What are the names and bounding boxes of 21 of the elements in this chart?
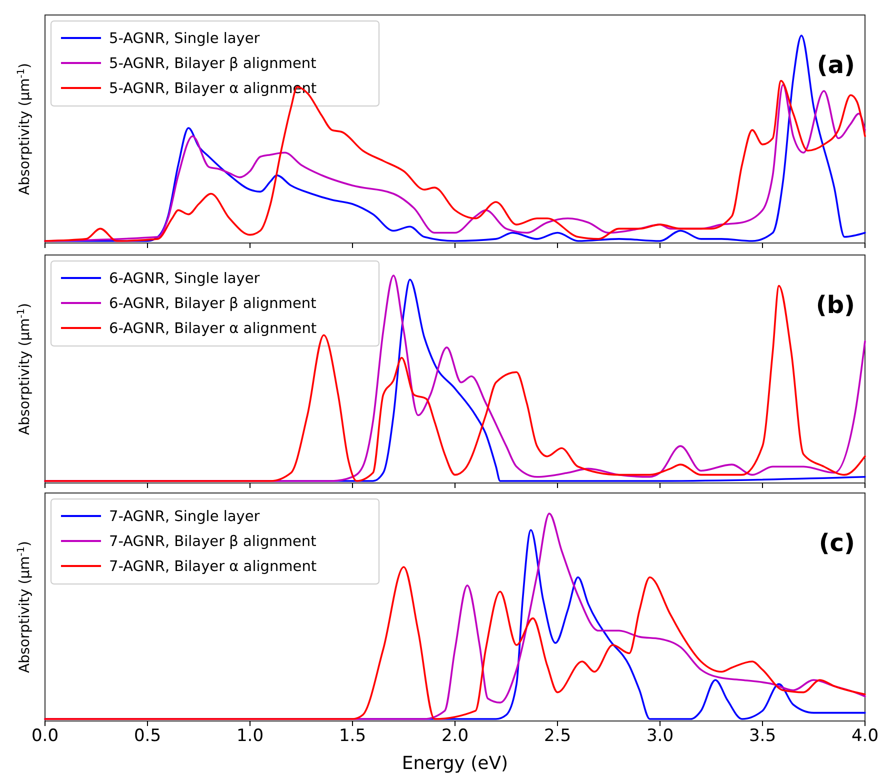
- legend-label: 5-AGNR, Bilayer β alignment: [109, 56, 317, 72]
- legend-label: 6-AGNR, Bilayer α alignment: [109, 321, 317, 337]
- legend-label: 7-AGNR, Bilayer α alignment: [109, 559, 317, 575]
- x-tick-label: 1.5: [338, 726, 366, 746]
- x-tick-label: 3.0: [646, 726, 674, 746]
- annotation: (c): [818, 529, 855, 557]
- x-tick-label: 0.0: [31, 726, 59, 746]
- x-tick-label: 0.5: [134, 726, 162, 746]
- x-tick-label: 3.5: [748, 726, 776, 746]
- annotation: (b): [816, 291, 855, 319]
- legend-label: 5-AGNR, Single layer: [109, 31, 260, 47]
- x-tick-label: 1.0: [236, 726, 264, 746]
- legend-label: 7-AGNR, Single layer: [109, 509, 260, 525]
- x-axis-title: Energy (eV): [402, 753, 508, 774]
- x-tick-label: 4.0: [851, 726, 879, 746]
- x-tick-label: 2.5: [544, 726, 572, 746]
- annotation: (a): [816, 51, 855, 79]
- legend-label: 6-AGNR, Bilayer β alignment: [109, 296, 317, 312]
- legend-label: 6-AGNR, Single layer: [109, 271, 260, 287]
- x-tick-label: 2.0: [441, 726, 469, 746]
- legend-label: 7-AGNR, Bilayer β alignment: [109, 534, 317, 550]
